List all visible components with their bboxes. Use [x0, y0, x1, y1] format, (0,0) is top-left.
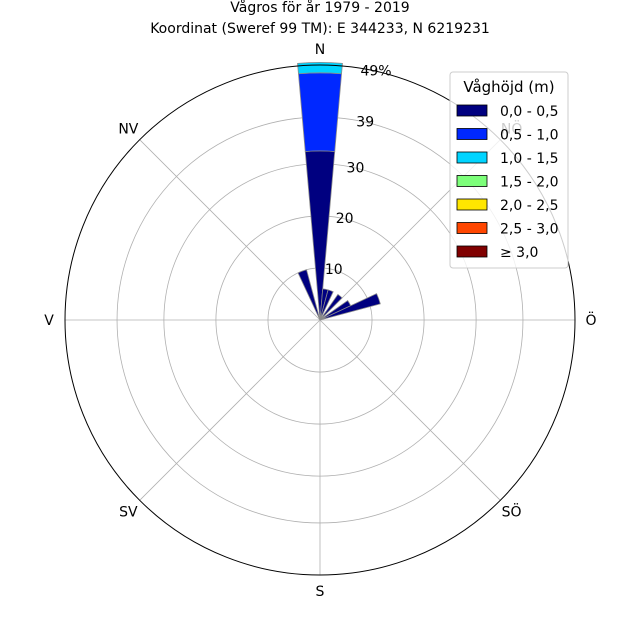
ring-label-2: 30 — [347, 160, 365, 176]
chart-subtitle: Koordinat (Sweref 99 TM): E 344233, N 62… — [150, 21, 490, 37]
legend-swatch-4 — [456, 198, 488, 211]
legend-label-0: 0,0 - 0,5 — [500, 104, 558, 120]
legend-label-6: ≥ 3,0 — [500, 245, 538, 261]
legend-label-3: 1,5 - 2,0 — [500, 175, 558, 191]
outer-frame — [64, 64, 576, 576]
direction-label-N: N — [315, 42, 325, 58]
legend-title: Våghöjd (m) — [463, 78, 554, 96]
legend-items: 0,0 - 0,5 0,5 - 1,0 1,0 - 1,5 1,5 - 2,0 2,0 … — [456, 104, 558, 261]
legend-swatch-5 — [456, 222, 488, 234]
legend-swatch-3 — [456, 175, 488, 187]
direction-label-Ö: Ö — [585, 311, 596, 329]
bar-sector-0-bin-2 — [297, 61, 343, 75]
bar-sector-0-bin-1 — [298, 72, 342, 152]
chart-title: Vågros för år 1979 - 2019 — [230, 0, 409, 16]
legend-swatch-6 — [456, 245, 488, 258]
grid-spoke-3 — [319, 319, 501, 501]
ring-label-1: 20 — [336, 211, 354, 227]
direction-label-V: V — [44, 313, 54, 329]
sector-bars — [297, 61, 381, 321]
legend-label-2: 1,0 - 1,5 — [500, 151, 558, 167]
grid-spoke-7 — [139, 139, 321, 321]
direction-label-SV: SV — [119, 505, 138, 521]
ring-label-3: 39 — [356, 114, 374, 130]
direction-label-S: S — [316, 584, 325, 600]
legend-label-5: 2,5 - 3,0 — [500, 222, 558, 238]
ring-label-0: 10 — [325, 262, 343, 278]
legend-label-4: 2,0 - 2,5 — [500, 198, 558, 214]
ring-label-4: 49% — [360, 64, 391, 80]
legend-swatch-1 — [456, 128, 488, 140]
legend-swatch-0 — [456, 104, 488, 117]
legend: Våghöjd (m) 0,0 - 0,5 0,5 - 1,0 1,0 - 1,5 1… — [449, 71, 569, 269]
direction-label-SÖ: SÖ — [502, 503, 522, 521]
legend-swatch-2 — [456, 151, 488, 164]
direction-label-NV: NV — [118, 121, 138, 137]
bar-sector-70-bin-0 — [319, 293, 381, 321]
bar-sector-20-bin-0 — [319, 289, 334, 321]
grid-spoke-5 — [139, 319, 321, 501]
legend-frame — [449, 71, 569, 269]
bar-sector-340-bin-0 — [297, 269, 321, 321]
legend-label-1: 0,5 - 1,0 — [500, 128, 558, 144]
bar-sector-40-bin-0 — [319, 293, 343, 321]
